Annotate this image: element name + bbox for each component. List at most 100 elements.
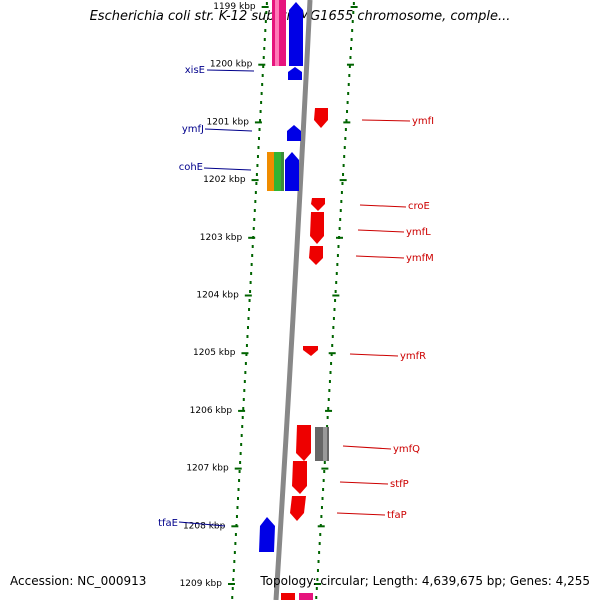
minor-tick [264, 20, 267, 23]
leader-line [204, 128, 253, 132]
gene-feature-cohE-part[interactable] [281, 152, 284, 191]
minor-tick [332, 326, 335, 329]
minor-tick [258, 128, 261, 131]
minor-tick [249, 290, 252, 293]
leader-line [339, 481, 389, 485]
minor-tick [332, 317, 335, 320]
major-tick [244, 294, 252, 297]
minor-tick [316, 578, 319, 581]
gene-feature-ymfJ[interactable] [287, 125, 301, 141]
minor-tick [315, 596, 318, 599]
major-tick [314, 583, 322, 585]
minor-tick [328, 389, 331, 392]
minor-tick [235, 515, 238, 518]
tick-label: 1209 kbp [180, 579, 223, 589]
minor-tick [351, 29, 354, 32]
major-tick [332, 294, 340, 297]
minor-tick [318, 551, 321, 554]
gene-label-croE[interactable]: croE [408, 201, 430, 212]
minor-tick [259, 110, 262, 113]
minor-tick [320, 506, 323, 509]
minor-tick [244, 362, 247, 365]
gene-feature-ymfL[interactable] [310, 212, 324, 244]
minor-tick [251, 245, 254, 248]
gene-label-tfaE[interactable]: tfaE [158, 518, 178, 529]
minor-tick [322, 488, 325, 491]
minor-tick [242, 398, 245, 401]
gene-label-ymfJ[interactable]: ymfJ [182, 124, 204, 135]
gene-feature-bottom-red[interactable] [281, 593, 295, 600]
gene-feature-bottom-magenta[interactable] [299, 593, 313, 600]
gene-feature-tfaP[interactable] [290, 496, 306, 521]
minor-tick [262, 56, 265, 59]
forward-features [259, 0, 303, 552]
minor-tick [259, 119, 262, 122]
leader-line [203, 167, 252, 171]
gene-label-xisE[interactable]: xisE [185, 65, 205, 76]
minor-tick [249, 281, 252, 284]
gene-label-ymfI[interactable]: ymfI [412, 116, 434, 127]
minor-tick [261, 83, 264, 86]
minor-tick [250, 263, 253, 266]
left-gene-labels: xisE ymfJ cohE tfaE [158, 65, 255, 529]
tick-label: 1203 kbp [200, 233, 243, 243]
gene-feature-ymfR[interactable] [303, 346, 318, 356]
minor-tick [264, 29, 267, 32]
gene-feature-orange[interactable] [267, 152, 274, 191]
minor-tick [350, 47, 353, 50]
minor-tick [234, 533, 237, 536]
minor-tick [238, 479, 241, 482]
minor-tick [257, 146, 260, 149]
minor-tick [263, 38, 266, 41]
tick-label: 1205 kbp [193, 348, 236, 358]
minor-tick [336, 254, 339, 257]
minor-tick [322, 479, 325, 482]
gene-feature-croE[interactable] [311, 198, 325, 211]
minor-tick [335, 281, 338, 284]
gene-feature-cohE[interactable] [285, 152, 299, 191]
gene-label-ymfR[interactable]: ymfR [400, 351, 426, 362]
minor-tick [329, 371, 332, 374]
minor-tick [327, 398, 330, 401]
minor-tick [253, 218, 256, 221]
tick-label: 1207 kbp [186, 464, 229, 474]
minor-tick [265, 11, 268, 14]
minor-tick [239, 452, 242, 455]
minor-tick [342, 164, 345, 167]
minor-tick [265, 2, 268, 5]
gene-feature-ymfM[interactable] [309, 246, 323, 265]
minor-tick [245, 344, 248, 347]
tick-label: 1206 kbp [190, 406, 233, 416]
tick-label: 1202 kbp [203, 175, 246, 185]
gene-label-stfP[interactable]: stfP [390, 479, 409, 490]
minor-tick [240, 434, 243, 437]
minor-tick [327, 407, 330, 410]
minor-tick [335, 272, 338, 275]
gene-label-cohE[interactable]: cohE [179, 162, 203, 173]
minor-tick [242, 407, 245, 410]
gene-feature-tfaE[interactable] [259, 517, 275, 552]
minor-tick [250, 272, 253, 275]
leader-line [359, 204, 407, 208]
minor-tick [331, 335, 334, 338]
gene-label-tfaP[interactable]: tfaP [387, 510, 407, 521]
minor-tick [318, 542, 321, 545]
gene-feature-ymfI[interactable] [314, 108, 328, 128]
major-tick [231, 525, 239, 528]
minor-tick [246, 326, 249, 329]
minor-tick [348, 65, 351, 68]
minor-tick [331, 344, 334, 347]
gene-feature-ymfQ[interactable] [296, 425, 311, 461]
gene-label-ymfQ[interactable]: ymfQ [393, 444, 420, 455]
gene-label-ymfM[interactable]: ymfM [406, 253, 434, 264]
gene-feature-forward[interactable] [289, 2, 303, 66]
minor-tick [248, 308, 251, 311]
chromosome-backbone [273, 0, 313, 600]
minor-tick [337, 245, 340, 248]
gene-feature-stfP[interactable] [292, 461, 307, 494]
reverse-features [281, 108, 329, 600]
gene-feature-green[interactable] [274, 152, 281, 191]
gene-feature-xisE[interactable] [288, 67, 302, 80]
gene-label-ymfL[interactable]: ymfL [406, 227, 431, 238]
